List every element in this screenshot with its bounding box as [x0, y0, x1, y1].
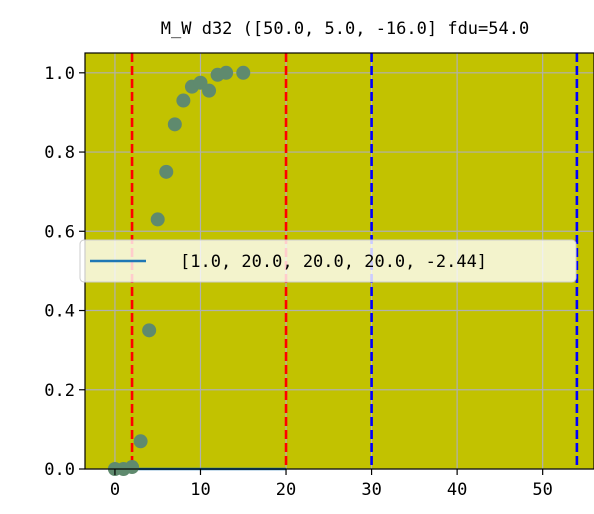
- x-tick-label: 50: [532, 480, 552, 500]
- data-point: [142, 323, 157, 338]
- axis-ticks: 0 10 20 30 40 50 0.0 0.2 0.4 0.6 0.8 1.0: [44, 64, 553, 500]
- x-tick-label: 30: [361, 480, 381, 500]
- y-tick-label: 0.8: [44, 143, 75, 163]
- x-tick-label: 40: [447, 480, 467, 500]
- chart-title: M_W d32 ([50.0, 5.0, -16.0] fdu=54.0: [161, 19, 529, 39]
- y-tick-label: 0.0: [44, 460, 75, 480]
- data-point: [236, 65, 251, 80]
- y-tick-label: 1.0: [44, 64, 75, 84]
- data-point: [167, 117, 182, 132]
- data-point: [202, 83, 217, 98]
- data-point: [133, 434, 148, 449]
- y-tick-label: 0.2: [44, 381, 75, 401]
- y-tick-label: 0.4: [44, 302, 75, 322]
- data-point: [219, 65, 234, 80]
- x-tick-label: 20: [276, 480, 296, 500]
- data-point: [176, 93, 191, 108]
- data-point: [150, 212, 165, 227]
- y-tick-label: 0.6: [44, 222, 75, 242]
- x-tick-label: 0: [110, 480, 120, 500]
- data-point: [125, 460, 140, 475]
- legend-label: [1.0, 20.0, 20.0, 20.0, -2.44]: [180, 252, 487, 272]
- data-point: [159, 164, 174, 179]
- legend: [1.0, 20.0, 20.0, 20.0, -2.44]: [79, 239, 577, 283]
- x-tick-label: 10: [190, 480, 210, 500]
- legend-box: [79, 239, 577, 283]
